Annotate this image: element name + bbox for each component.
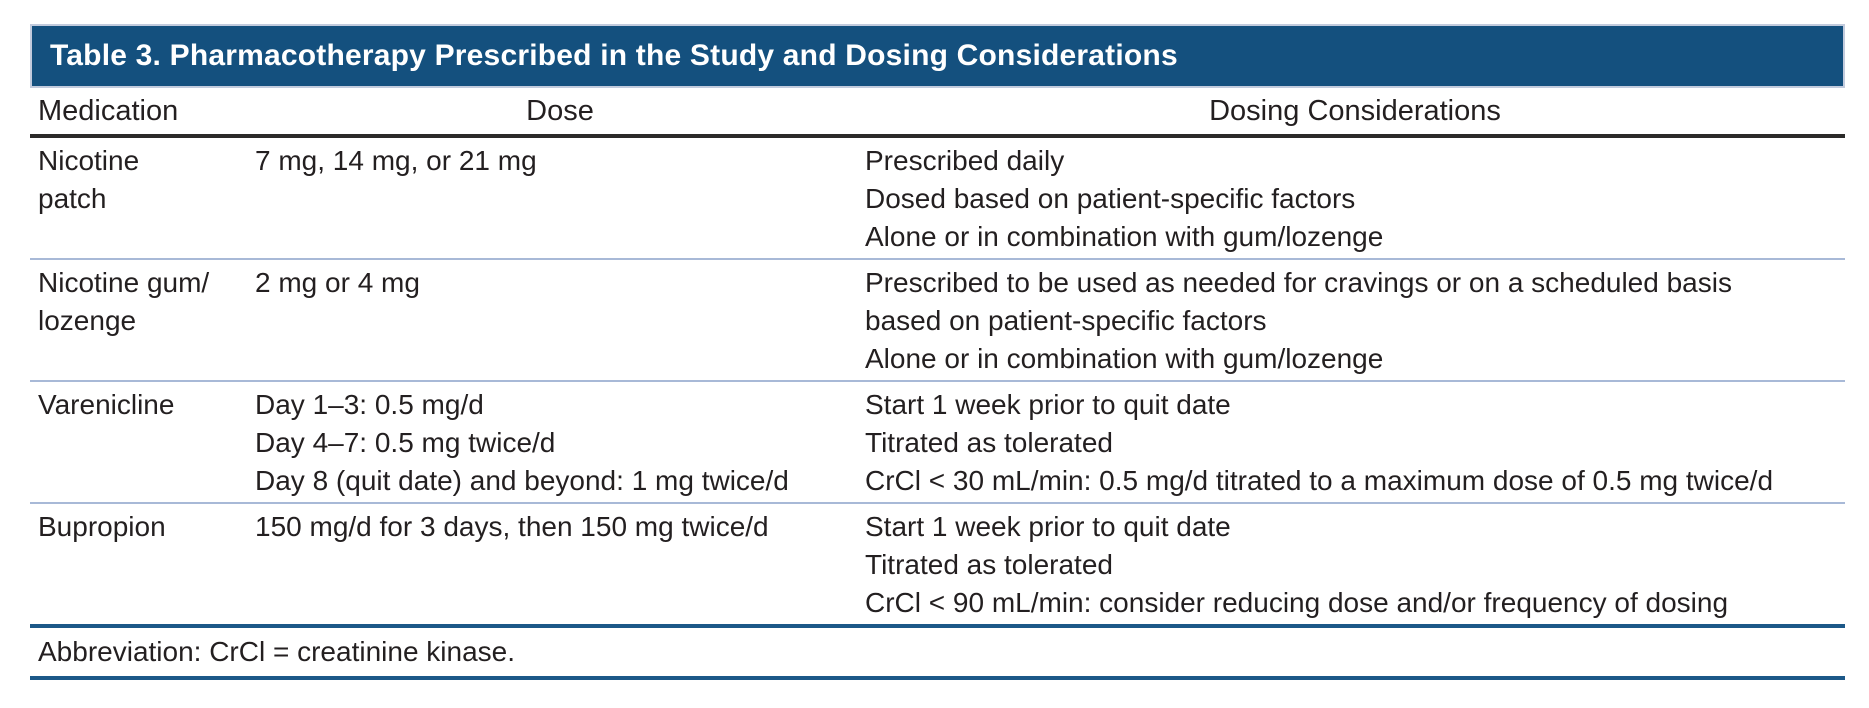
consideration-line: Alone or in combination with gum/lozenge <box>865 343 1384 374</box>
dose-cell: 2 mg or 4 mg <box>255 264 865 378</box>
considerations-cell: Start 1 week prior to quit date Titrated… <box>865 508 1845 622</box>
medication-cell: Nicotine patch <box>30 142 255 256</box>
dose-cell: Day 1–3: 0.5 mg/d Day 4–7: 0.5 mg twice/… <box>255 386 865 500</box>
dose-line: Day 8 (quit date) and beyond: 1 mg twice… <box>255 465 789 496</box>
pharmacotherapy-table: Table 3. Pharmacotherapy Prescribed in t… <box>30 24 1845 680</box>
consideration-line: Dosed based on patient-specific factors <box>865 183 1356 214</box>
consideration-line: Start 1 week prior to quit date <box>865 389 1231 420</box>
table-title: Table 3. Pharmacotherapy Prescribed in t… <box>50 39 1178 72</box>
table-row-varenicline: Varenicline Day 1–3: 0.5 mg/d Day 4–7: 0… <box>30 382 1845 504</box>
medication-cell: Varenicline <box>30 386 255 500</box>
dose-line: 150 mg/d for 3 days, then 150 mg twice/d <box>255 511 769 542</box>
consideration-line: Start 1 week prior to quit date <box>865 511 1231 542</box>
table-title-bar: Table 3. Pharmacotherapy Prescribed in t… <box>30 24 1845 88</box>
table-footnote: Abbreviation: CrCl = creatinine kinase. <box>30 628 1845 680</box>
dose-cell: 7 mg, 14 mg, or 21 mg <box>255 142 865 256</box>
medication-line: Nicotine <box>38 145 140 176</box>
medication-line: Nicotine gum/ <box>38 267 210 298</box>
consideration-line: Alone or in combination with gum/lozenge <box>865 221 1384 252</box>
table-row-nicotine-gum-lozenge: Nicotine gum/ lozenge 2 mg or 4 mg Presc… <box>30 260 1845 382</box>
considerations-cell: Start 1 week prior to quit date Titrated… <box>865 386 1845 500</box>
column-header-dose: Dose <box>526 94 594 127</box>
column-header-dosing-considerations: Dosing Considerations <box>1209 94 1501 127</box>
medication-cell: Nicotine gum/ lozenge <box>30 264 255 378</box>
consideration-line: Titrated as tolerated <box>865 549 1113 580</box>
column-header-medication: Medication <box>38 94 179 127</box>
consideration-line: Prescribed to be used as needed for crav… <box>865 267 1732 298</box>
medication-line: lozenge <box>38 305 137 336</box>
consideration-line: CrCl < 90 mL/min: consider reducing dose… <box>865 587 1729 618</box>
medication-line: patch <box>38 183 107 214</box>
consideration-line: based on patient-specific factors <box>865 305 1267 336</box>
dose-line: 7 mg, 14 mg, or 21 mg <box>255 145 537 176</box>
dose-cell: 150 mg/d for 3 days, then 150 mg twice/d <box>255 508 865 622</box>
medication-line: Bupropion <box>38 511 166 542</box>
medication-line: Varenicline <box>38 389 175 420</box>
dose-line: Day 4–7: 0.5 mg twice/d <box>255 427 556 458</box>
considerations-cell: Prescribed to be used as needed for crav… <box>865 264 1845 378</box>
dose-line: Day 1–3: 0.5 mg/d <box>255 389 484 420</box>
dose-line: 2 mg or 4 mg <box>255 267 420 298</box>
table-row-nicotine-patch: Nicotine patch 7 mg, 14 mg, or 21 mg Pre… <box>30 138 1845 260</box>
considerations-cell: Prescribed daily Dosed based on patient-… <box>865 142 1845 256</box>
consideration-line: Titrated as tolerated <box>865 427 1113 458</box>
medication-cell: Bupropion <box>30 508 255 622</box>
table-row-bupropion: Bupropion 150 mg/d for 3 days, then 150 … <box>30 504 1845 628</box>
consideration-line: CrCl < 30 mL/min: 0.5 mg/d titrated to a… <box>865 465 1774 496</box>
table-header-row: Medication Dose Dosing Considerations <box>30 88 1845 138</box>
consideration-line: Prescribed daily <box>865 145 1065 176</box>
